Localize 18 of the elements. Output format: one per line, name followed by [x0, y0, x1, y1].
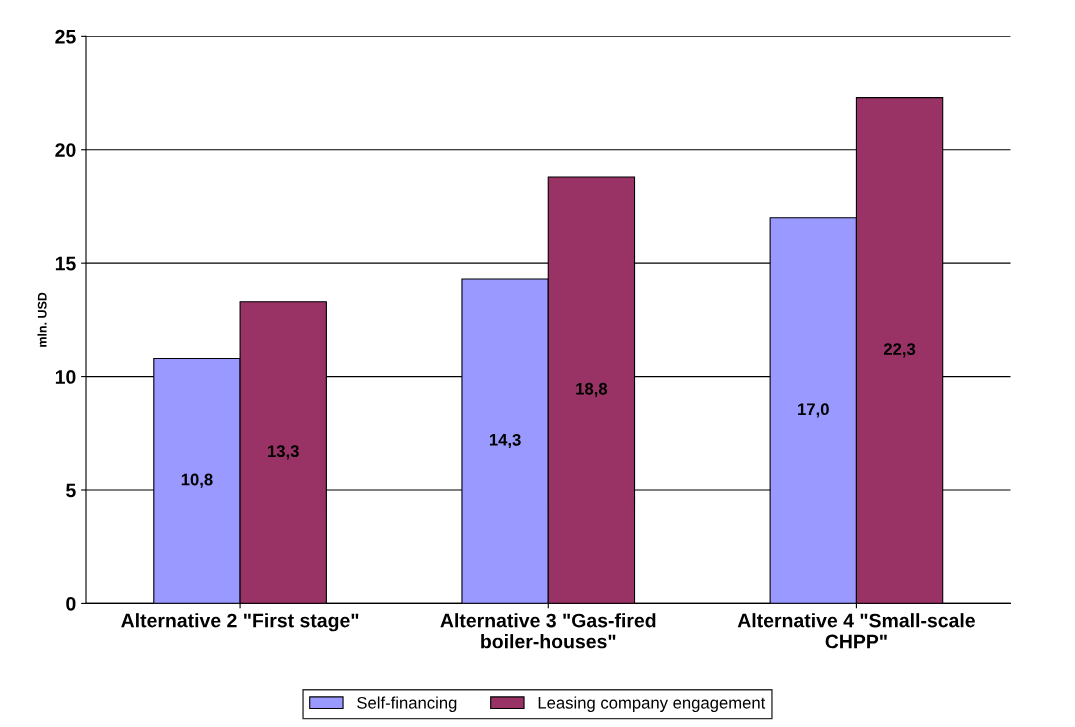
legend-label: Leasing company engagement: [538, 696, 766, 712]
data-label: 10,8: [181, 473, 213, 488]
y-tick-label: 15: [55, 256, 76, 271]
data-label: 13,3: [268, 445, 299, 460]
data-label: 17,0: [798, 403, 829, 418]
data-label: 22,3: [883, 343, 916, 358]
data-label: 14,3: [489, 433, 521, 449]
y-axis-title: mln. USD: [37, 292, 47, 347]
x-tick-label: Alternative 3 "Gas-fired boiler-houses": [440, 613, 656, 649]
x-tick-label: Alternative 2 "First stage": [121, 613, 359, 632]
y-tick-label: 0: [66, 596, 76, 611]
y-tick-label: 10: [55, 370, 76, 384]
y-tick-label: 20: [55, 143, 76, 157]
y-tick-label: 25: [55, 29, 76, 44]
legend-label: Self-financing: [357, 696, 457, 712]
data-label: 18,8: [576, 382, 608, 398]
y-tick-label: 5: [66, 483, 76, 498]
x-tick-label: Alternative 4 "Small-scale CHPP": [737, 613, 975, 649]
